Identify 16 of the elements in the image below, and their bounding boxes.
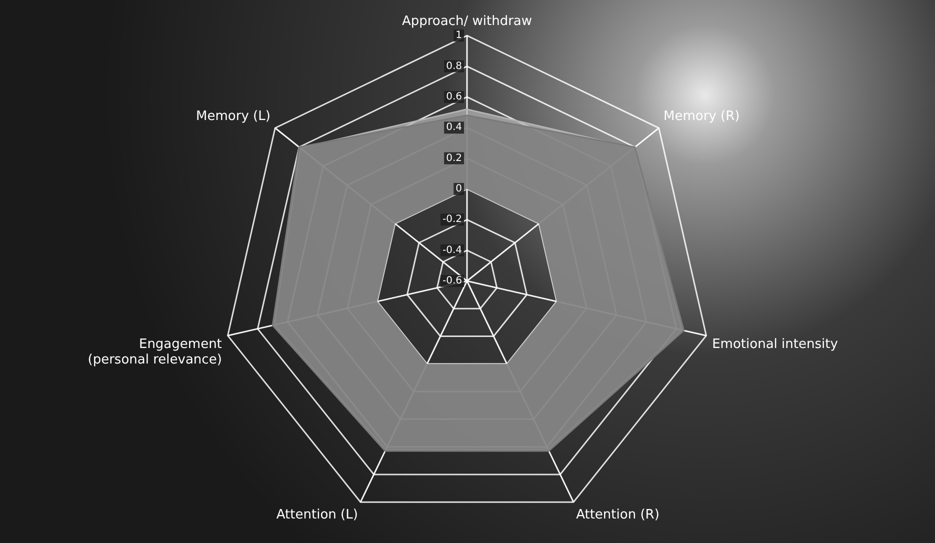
y-tick-label: -0.2 (442, 214, 462, 226)
y-tick-label: -0.4 (442, 244, 462, 256)
y-tick-label: 0.2 (446, 152, 462, 164)
y-tick-label: 0.4 (446, 122, 462, 134)
y-tick-label: 0.6 (446, 92, 462, 103)
spoke-label: Engagement (personal relevance) (88, 337, 222, 368)
y-tick-label: 1 (456, 30, 462, 42)
spoke-label: Attention (L) (276, 508, 358, 523)
spoke-label: Emotional intensity (712, 337, 838, 352)
y-tick-label: 0 (456, 184, 462, 195)
y-tick-label: 0.8 (446, 60, 462, 72)
y-tick-label: -0.6 (442, 276, 462, 287)
spoke-label: Memory (R) (664, 108, 740, 124)
spoke-label: Memory (L) (196, 108, 270, 124)
spoke-label: Attention (R) (576, 508, 660, 523)
spoke-label: Approach/ withdraw (402, 14, 532, 30)
